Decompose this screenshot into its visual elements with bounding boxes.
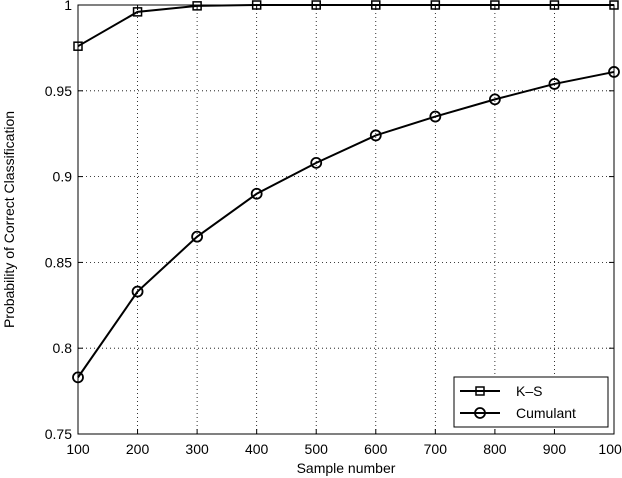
data-point — [310, 156, 323, 169]
series-line — [77, 4, 614, 48]
series-circle-group — [72, 66, 620, 384]
plot-area-frame — [77, 4, 615, 435]
legend-marker — [475, 386, 485, 396]
x-tick-label: 700 — [424, 441, 448, 457]
x-tick-label: 600 — [364, 441, 388, 457]
data-point — [191, 230, 204, 243]
y-tick-label: 0.9 — [53, 169, 73, 185]
x-axis-label: Sample number — [297, 460, 396, 476]
data-point — [131, 285, 144, 298]
grid-lines — [78, 5, 614, 434]
series-line — [77, 70, 615, 378]
data-point — [192, 1, 202, 11]
x-tick-label: 500 — [305, 441, 329, 457]
x-axis-ticks: 100 200 300 400 500 600 700 800 900 1000 — [66, 5, 622, 457]
series-square-group — [73, 0, 619, 51]
legend-marker — [474, 407, 486, 419]
x-tick-label: 800 — [483, 441, 507, 457]
y-tick-label: 0.75 — [45, 426, 72, 442]
legend-entry-label: K–S — [516, 383, 542, 399]
x-tick-label: 1000 — [598, 441, 622, 457]
data-point — [429, 110, 442, 123]
legend: K–S Cumulant — [453, 376, 609, 428]
data-point — [369, 129, 382, 142]
series-layer — [72, 0, 620, 384]
data-point — [250, 187, 263, 200]
x-tick-label: 900 — [543, 441, 567, 457]
data-point — [488, 93, 501, 106]
y-axis-ticks: 0.75 0.8 0.85 0.9 0.95 1 — [45, 0, 614, 442]
x-tick-label: 100 — [66, 441, 90, 457]
y-tick-label: 0.95 — [45, 83, 72, 99]
y-tick-label: 1 — [64, 0, 72, 13]
y-tick-label: 0.8 — [53, 340, 73, 356]
legend-entry-label: Cumulant — [516, 405, 576, 421]
y-axis-label: Probability of Correct Classification — [1, 111, 17, 328]
y-tick-label: 0.85 — [45, 254, 72, 270]
x-tick-label: 300 — [185, 441, 209, 457]
x-tick-label: 400 — [245, 441, 269, 457]
x-tick-label: 200 — [126, 441, 150, 457]
data-point — [132, 7, 143, 17]
data-point — [548, 78, 561, 90]
